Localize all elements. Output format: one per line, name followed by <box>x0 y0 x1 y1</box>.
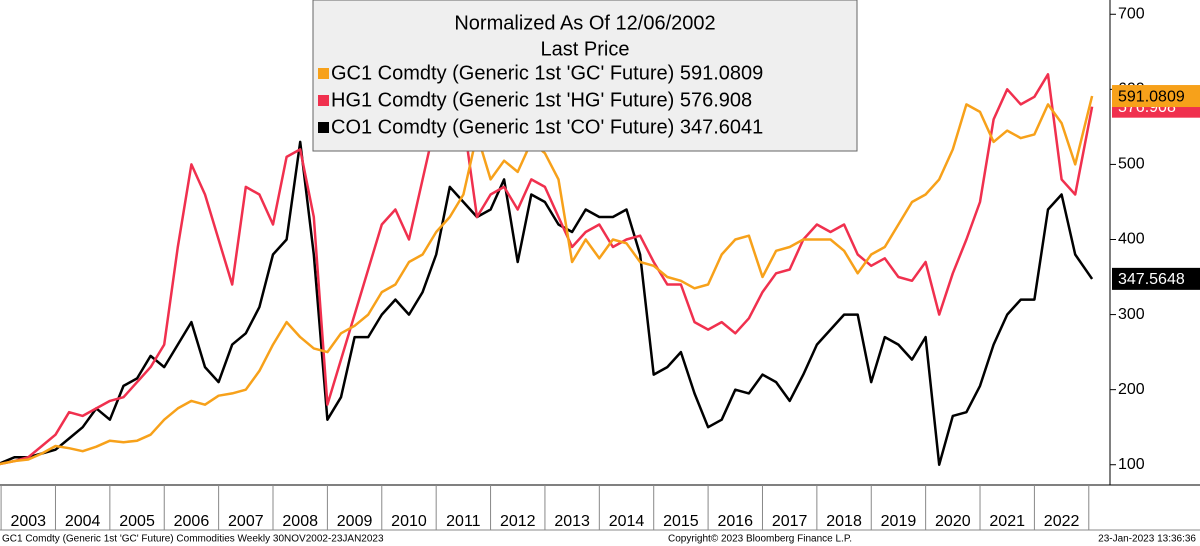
y-tick-label: 500 <box>1118 156 1145 173</box>
y-tick-label: 300 <box>1118 306 1145 323</box>
legend-swatch <box>318 122 329 133</box>
legend-swatch <box>318 95 329 106</box>
plot-area <box>0 73 1094 466</box>
series-line <box>0 95 1094 466</box>
x-tick-label: 2003 <box>10 513 46 530</box>
x-tick-label: 2018 <box>826 513 862 530</box>
y-tick-label: 400 <box>1118 231 1145 248</box>
x-tick-label: 2008 <box>282 513 318 530</box>
x-tick-label: 2013 <box>554 513 590 530</box>
last-value-label: 591.0809 <box>1118 88 1185 105</box>
x-tick-label: 2020 <box>935 513 971 530</box>
x-tick-label: 2017 <box>772 513 808 530</box>
y-tick-label: 100 <box>1118 456 1145 473</box>
legend: Normalized As Of 12/06/2002 Last Price G… <box>312 0 858 152</box>
x-tick-label: 2012 <box>500 513 536 530</box>
x-tick-label: 2006 <box>174 513 210 530</box>
legend-swatch <box>318 68 329 79</box>
legend-subtitle: Last Price <box>541 38 630 60</box>
y-tick-label: 200 <box>1118 381 1145 398</box>
legend-box <box>312 0 858 152</box>
x-tick-label: 2016 <box>717 513 753 530</box>
x-tick-label: 2014 <box>609 513 645 530</box>
last-value-box <box>1112 267 1200 290</box>
legend-label: GC1 Comdty (Generic 1st 'GC' Future) 591… <box>331 62 763 84</box>
footer-right: 23-Jan-2023 13:36:36 <box>1098 534 1196 545</box>
legend-title: Normalized As Of 12/06/2002 <box>454 12 715 34</box>
legend-label: CO1 Comdty (Generic 1st 'CO' Future) 347… <box>331 116 763 138</box>
x-tick-label: 2004 <box>65 513 101 530</box>
x-tick-label: 2009 <box>337 513 373 530</box>
last-value-box <box>1112 85 1200 108</box>
x-tick-label: 2011 <box>446 513 481 530</box>
footer-center: Copyright© 2023 Bloomberg Finance L.P. <box>668 534 852 545</box>
series-line <box>0 73 1094 466</box>
x-tick-label: 2022 <box>1044 513 1080 530</box>
x-tick-label: 2005 <box>119 513 155 530</box>
x-tick-label: 2019 <box>881 513 917 530</box>
x-tick-label: 2010 <box>391 513 427 530</box>
x-tick-label: 2015 <box>663 513 699 530</box>
y-tick-label: 700 <box>1118 5 1145 22</box>
legend-label: HG1 Comdty (Generic 1st 'HG' Future) 576… <box>331 89 752 111</box>
x-tick-label: 2021 <box>989 513 1025 530</box>
footer-left: GC1 Comdty (Generic 1st 'GC' Future) Com… <box>2 534 384 545</box>
series-line <box>0 140 1094 466</box>
x-tick-label: 2007 <box>228 513 264 530</box>
last-value-label: 347.5648 <box>1118 271 1185 288</box>
